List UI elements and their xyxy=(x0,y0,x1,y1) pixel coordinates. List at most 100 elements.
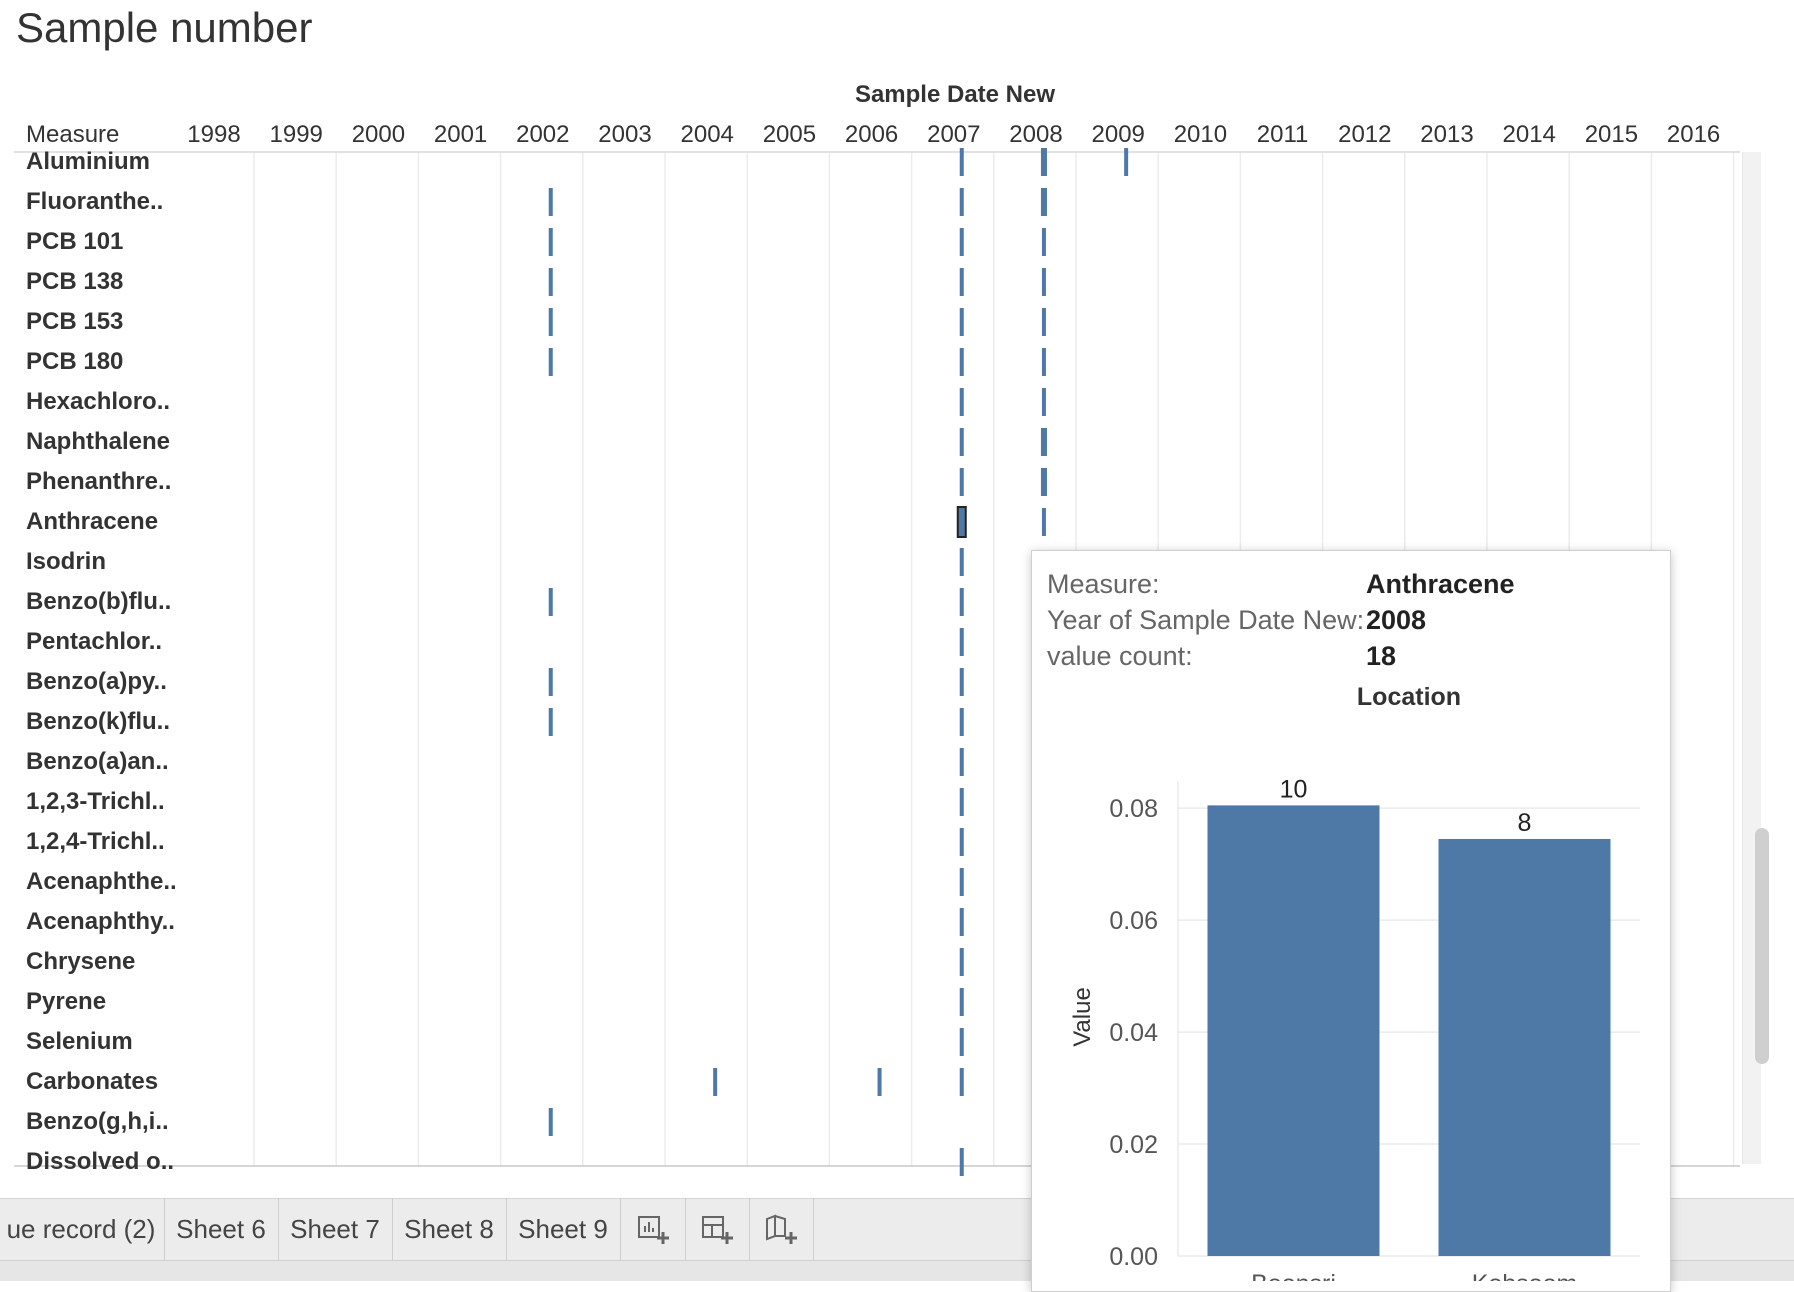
gantt-mark xyxy=(959,828,964,856)
measure-row-label: Benzo(k)flu.. xyxy=(26,708,170,735)
bar-y-tick-label: 0.04 xyxy=(1109,1019,1158,1047)
measure-row-label: Pyrene xyxy=(26,988,106,1015)
tab-sheet-9[interactable]: Sheet 9 xyxy=(506,1198,621,1260)
gantt-mark xyxy=(959,748,964,776)
measure-row-label: Benzo(g,h,i.. xyxy=(26,1108,169,1135)
location-bar-chart: Location 0.00 0.02 0.04 0.06 0.08 Value 10 Boons… xyxy=(1069,683,1640,1281)
measure-row-label: Anthracene xyxy=(26,508,158,535)
gantt-mark xyxy=(548,348,553,376)
gantt-mark xyxy=(959,668,964,696)
measure-row-label: Pentachlor.. xyxy=(26,628,162,655)
gantt-mark xyxy=(1124,148,1129,176)
gantt-mark xyxy=(959,148,964,176)
tooltip-year-value: 2008 xyxy=(1366,605,1427,635)
gantt-mark xyxy=(1040,468,1047,496)
year-tick-label: 2002 xyxy=(516,121,569,148)
gantt-mark xyxy=(959,948,964,976)
year-tick-label: 2010 xyxy=(1174,121,1227,148)
vertical-scrollbar-thumb[interactable] xyxy=(1755,828,1769,1064)
gantt-mark xyxy=(548,1108,553,1136)
column-header-title: Sample Date New xyxy=(855,81,1055,108)
gantt-mark xyxy=(959,308,964,336)
tab-sheet-7[interactable]: Sheet 7 xyxy=(278,1198,393,1260)
year-tick-label: 2012 xyxy=(1338,121,1391,148)
bar-boonsri xyxy=(1207,805,1380,1256)
measure-row-label: Carbonates xyxy=(26,1068,158,1095)
gantt-mark xyxy=(548,268,553,296)
year-tick-label: 2008 xyxy=(1009,121,1062,148)
bar-y-tick-label: 0.08 xyxy=(1109,795,1158,823)
bar-y-tick-label: 0.06 xyxy=(1109,907,1158,935)
bar-data-label: 10 xyxy=(1280,775,1308,803)
measure-row-label: 1,2,3-Trichl.. xyxy=(26,788,165,815)
gantt-chart[interactable]: Sample Date New Measure 1998 1999 2000 2001 20… xyxy=(0,0,1794,1180)
bar-y-tick-label: 0.00 xyxy=(1109,1243,1158,1271)
tooltip-year-label: Year of Sample Date New: xyxy=(1047,605,1365,635)
new-worksheet-button[interactable] xyxy=(621,1198,686,1260)
gantt-mark xyxy=(1041,268,1046,296)
gantt-mark xyxy=(548,668,553,696)
year-tick-label: 1998 xyxy=(187,121,240,148)
measure-row-label: Hexachloro.. xyxy=(26,388,170,415)
sheet-title: Sample number xyxy=(16,4,313,51)
gantt-mark xyxy=(959,1068,964,1096)
year-tick-label: 2014 xyxy=(1503,121,1556,148)
year-tick-label: 2011 xyxy=(1257,121,1309,148)
bar-y-tick-label: 0.02 xyxy=(1109,1131,1158,1159)
tooltip-count-label: value count: xyxy=(1047,641,1193,671)
year-tick-label: 2009 xyxy=(1092,121,1145,148)
gantt-mark xyxy=(1040,188,1047,216)
gantt-mark xyxy=(548,708,553,736)
gantt-mark xyxy=(1041,348,1046,376)
gantt-mark xyxy=(959,188,964,216)
tab-sheet-6[interactable]: Sheet 6 xyxy=(164,1198,279,1260)
gantt-mark xyxy=(1041,388,1046,416)
tooltip-count-value: 18 xyxy=(1366,641,1397,671)
year-tick-label: 2000 xyxy=(352,121,405,148)
gantt-mark xyxy=(548,588,553,616)
year-tick-label: 2006 xyxy=(845,121,898,148)
gantt-mark xyxy=(959,708,964,736)
gantt-mark xyxy=(877,1068,882,1096)
new-dashboard-icon xyxy=(702,1216,733,1244)
gantt-mark xyxy=(959,428,964,456)
gantt-mark xyxy=(959,388,964,416)
year-tick-label: 2016 xyxy=(1667,121,1720,148)
new-story-icon xyxy=(766,1214,797,1244)
tab-sheet-8[interactable]: Sheet 8 xyxy=(392,1198,507,1260)
gantt-mark xyxy=(548,188,553,216)
year-tick-label: 2003 xyxy=(598,121,651,148)
measure-row-label: Aluminium xyxy=(26,148,150,175)
measure-row-label: Dissolved o.. xyxy=(26,1148,174,1175)
gantt-mark xyxy=(959,988,964,1016)
measure-row-label: PCB 138 xyxy=(26,268,123,295)
gantt-mark xyxy=(1041,228,1046,256)
year-tick-label: 2004 xyxy=(681,121,734,148)
year-tick-label: 2007 xyxy=(927,121,980,148)
new-worksheet-icon xyxy=(638,1216,669,1244)
year-tick-label: 2001 xyxy=(434,121,487,148)
gantt-mark xyxy=(959,548,964,576)
gantt-mark xyxy=(959,1148,964,1176)
measure-row-label: PCB 180 xyxy=(26,348,123,375)
bar-kohsoom xyxy=(1438,838,1611,1256)
gantt-mark xyxy=(1040,148,1047,176)
tab-value-record-2[interactable]: ue record (2) xyxy=(0,1198,165,1260)
new-story-button[interactable] xyxy=(749,1198,814,1260)
year-tick-label: 2005 xyxy=(763,121,816,148)
row-header-title: Measure xyxy=(26,121,119,148)
tooltip-measure-label: Measure: xyxy=(1047,569,1160,599)
gantt-mark xyxy=(1041,308,1046,336)
gantt-mark xyxy=(548,228,553,256)
bar-chart-title: Location xyxy=(1357,683,1461,711)
measure-row-label: PCB 153 xyxy=(26,308,123,335)
measure-row-label: Chrysene xyxy=(26,948,135,975)
gantt-mark xyxy=(959,908,964,936)
gantt-mark xyxy=(713,1068,718,1096)
bar-category-label: Kohsoom xyxy=(1472,1270,1578,1281)
measure-row-label: Benzo(b)flu.. xyxy=(26,588,171,615)
year-tick-label: 2013 xyxy=(1420,121,1473,148)
measure-row-label: Benzo(a)py.. xyxy=(26,668,167,695)
new-dashboard-button[interactable] xyxy=(685,1198,750,1260)
gantt-mark xyxy=(959,228,964,256)
